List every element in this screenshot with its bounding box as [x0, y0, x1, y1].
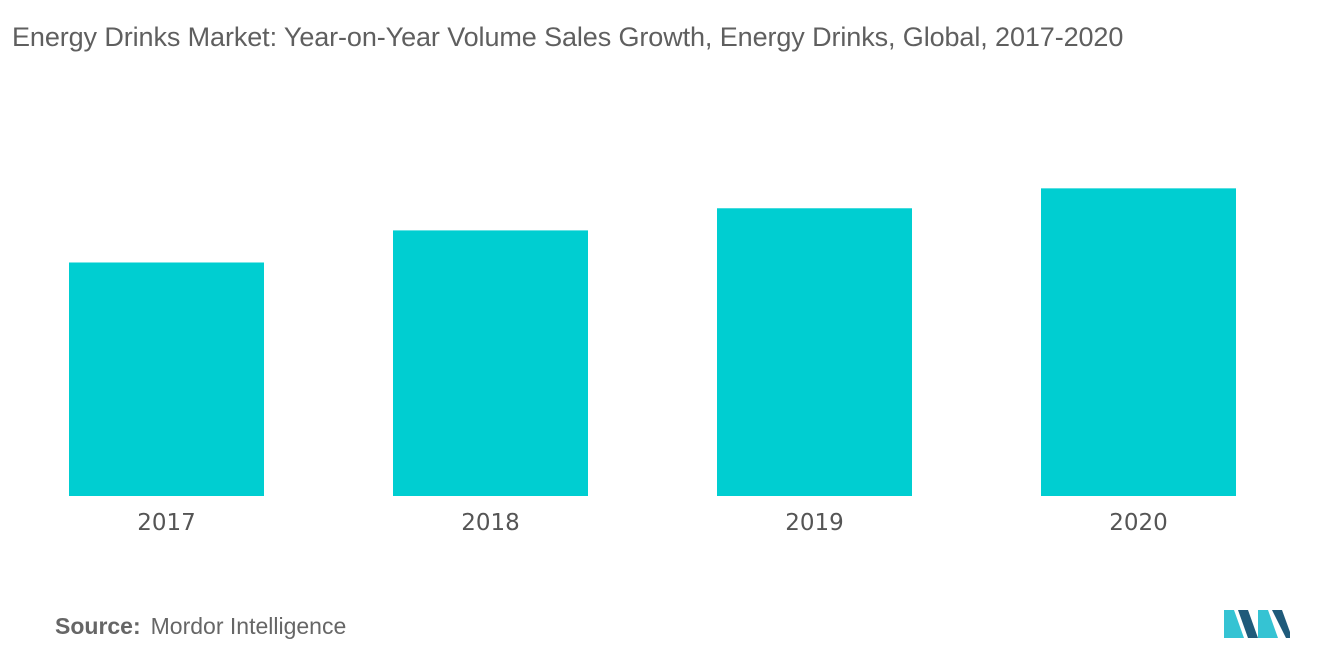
bars-layer: [69, 188, 1236, 496]
bar-2020: [1041, 188, 1236, 496]
logo-shape-mid: [1238, 610, 1258, 638]
mordor-intelligence-logo-icon: [1224, 604, 1290, 643]
x-tick-label-2018: 2018: [461, 510, 520, 536]
logo-shape-mid-right: [1258, 610, 1278, 638]
bar-2019: [717, 208, 912, 496]
bar-2018: [393, 230, 588, 496]
bar-chart: 2017 2018 2019 2020: [69, 188, 1236, 536]
logo-shape-right: [1272, 610, 1290, 638]
source-note: Source: Mordor Intelligence: [55, 613, 346, 640]
source-label: Source:: [55, 613, 141, 639]
x-tick-label-2019: 2019: [785, 510, 844, 536]
logo-shape-left: [1224, 610, 1244, 638]
chart-title: Energy Drinks Market: Year-on-Year Volum…: [12, 22, 1124, 52]
bar-2017: [69, 262, 264, 496]
x-tick-label-2020: 2020: [1109, 510, 1168, 536]
x-tick-label-2017: 2017: [137, 510, 196, 536]
x-axis-ticks: 2017 2018 2019 2020: [137, 510, 1168, 536]
source-value: Mordor Intelligence: [150, 613, 347, 639]
